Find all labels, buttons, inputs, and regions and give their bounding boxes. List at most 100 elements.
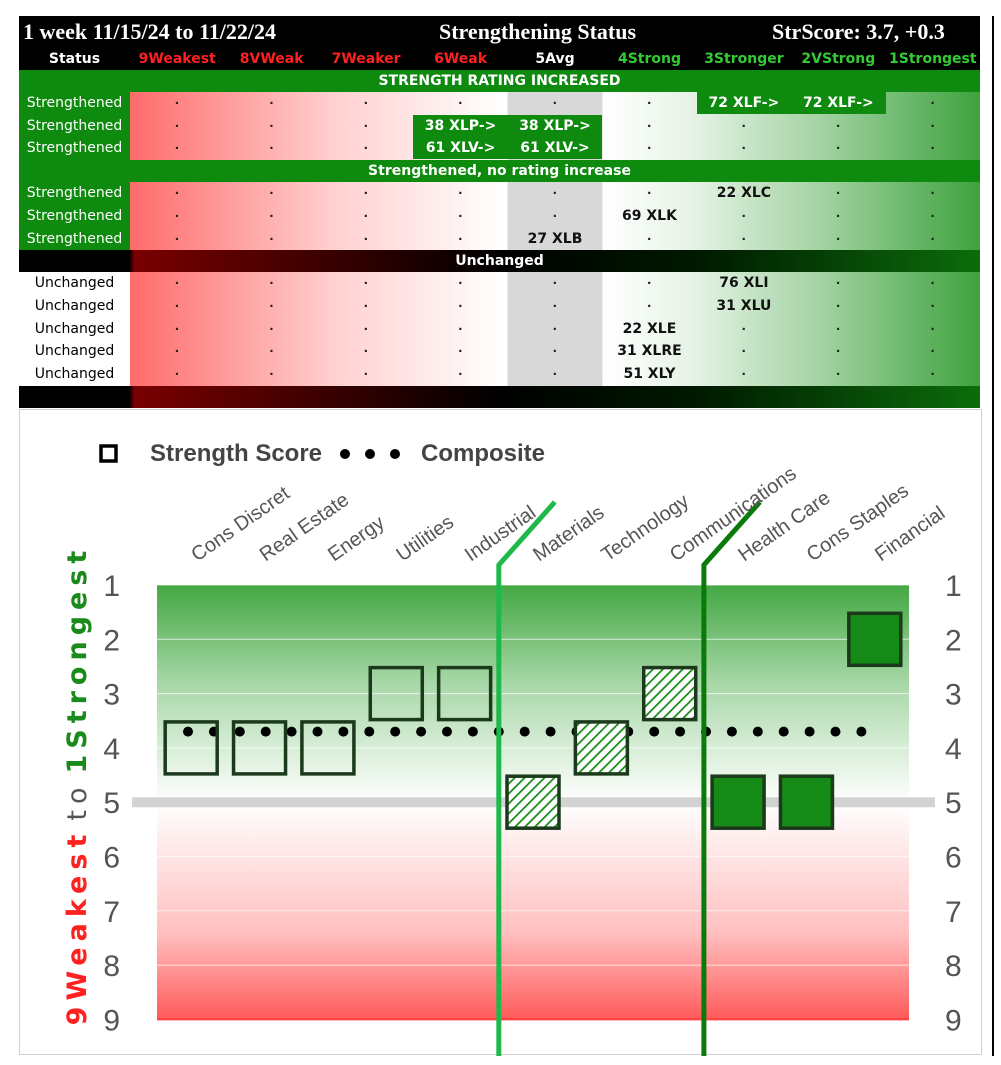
rating-gradient-band <box>130 272 980 386</box>
empty-cell-dot: . <box>458 316 463 334</box>
empty-cell-dot: . <box>363 316 368 334</box>
empty-cell-dot: . <box>836 181 841 199</box>
legend-composite-dot-icon <box>340 449 350 459</box>
y-axis-title-weak: 9Weakest <box>62 829 93 1026</box>
composite-dot <box>390 726 401 737</box>
etf-entry: 69 XLK <box>622 207 677 224</box>
column-header-3stronger: 3Stronger <box>704 51 784 67</box>
empty-cell-dot: . <box>458 362 463 379</box>
empty-cell-dot: . <box>647 136 652 154</box>
y-tick-label-right: 1 <box>945 570 962 603</box>
empty-cell-dot: . <box>930 362 935 379</box>
empty-cell-dot: . <box>363 226 368 244</box>
empty-cell-dot: . <box>930 91 935 108</box>
empty-cell-dot: . <box>363 136 368 154</box>
empty-cell-dot: . <box>836 113 841 131</box>
empty-cell-dot: . <box>930 316 935 334</box>
empty-cell-dot: . <box>458 271 463 289</box>
legend-composite-label: Composite <box>421 440 545 467</box>
y-tick-label-right: 2 <box>945 624 962 657</box>
empty-cell-dot: . <box>741 113 746 131</box>
empty-cell-dot: . <box>269 271 274 289</box>
composite-dot <box>183 726 193 737</box>
etf-entry: 61 XLV-> <box>413 137 508 160</box>
status-column-header: Status <box>48 51 101 67</box>
composite-dot <box>545 726 556 737</box>
composite-dot <box>856 726 867 737</box>
strength-marker-communications <box>641 665 698 722</box>
empty-cell-dot: . <box>647 91 652 108</box>
empty-cell-dot: . <box>836 226 841 244</box>
y-tick-label-left: 9 <box>103 1004 120 1037</box>
composite-dot <box>804 726 815 737</box>
etf-entry: 31 XLRE <box>617 343 682 360</box>
rating-gradient-band <box>130 182 980 251</box>
strength-marker-financial <box>847 611 903 668</box>
y-tick-label-right: 8 <box>945 950 962 983</box>
strength-score-label: StrScore: 3.7, +0.3 <box>772 19 945 44</box>
status-label-column <box>19 182 130 251</box>
section-header: Strengthened, no rating increase <box>19 160 980 183</box>
period-label: 1 week 11/15/24 to 11/22/24 <box>23 19 276 44</box>
empty-cell-dot: . <box>930 136 935 154</box>
empty-cell-dot: . <box>174 181 180 199</box>
column-header-bar <box>19 48 980 70</box>
category-label-materials: Materials <box>529 502 608 567</box>
empty-cell-dot: . <box>836 362 841 379</box>
empty-cell-dot: . <box>363 362 368 379</box>
strength-marker-utilities <box>368 665 425 722</box>
empty-cell-dot: . <box>174 136 180 154</box>
empty-cell-dot: . <box>174 91 180 108</box>
empty-cell-dot: . <box>930 113 935 131</box>
empty-cell-dot: . <box>174 226 180 244</box>
column-header-8vweak: 8VWeak <box>239 51 304 67</box>
row-status-label: Strengthened <box>26 185 123 202</box>
y-tick-label-right: 9 <box>945 1004 962 1037</box>
empty-cell-dot: . <box>836 203 841 221</box>
composite-dot <box>726 726 737 737</box>
composite-dot <box>442 726 452 737</box>
section-header: STRENGTH RATING INCREASED <box>19 70 980 92</box>
empty-cell-dot: . <box>269 91 274 108</box>
composite-dot <box>338 726 349 737</box>
table-title: Strengthening Status <box>439 19 637 44</box>
row-status-label: Strengthened <box>26 230 123 247</box>
empty-cell-dot: . <box>647 181 652 199</box>
composite-dot <box>234 726 245 737</box>
empty-cell-dot: . <box>552 339 557 357</box>
column-header-9weakest: 9Weakest <box>138 51 216 67</box>
etf-entry: 76 XLI <box>719 275 769 292</box>
empty-cell-dot: . <box>930 293 935 311</box>
column-header-5avg: 5Avg <box>535 51 575 67</box>
empty-cell-dot: . <box>930 339 935 357</box>
empty-cell-dot: . <box>741 136 746 154</box>
row-status-label: Unchanged <box>34 320 115 337</box>
y-tick-label-right: 5 <box>945 787 962 820</box>
empty-cell-dot: . <box>930 181 935 199</box>
legend-strength-marker-icon <box>99 444 118 463</box>
empty-cell-dot: . <box>741 226 746 244</box>
y-tick-label-left: 4 <box>103 733 120 766</box>
strength-marker-cons-staples <box>778 774 835 830</box>
empty-cell-dot: . <box>269 226 274 244</box>
empty-cell-dot: . <box>174 113 180 131</box>
empty-cell-dot: . <box>647 226 652 244</box>
empty-cell-dot: . <box>363 339 368 357</box>
strength-marker-technology <box>573 720 630 776</box>
category-dividers <box>496 500 762 1056</box>
table-footer-bar <box>19 385 980 408</box>
empty-cell-dot: . <box>269 316 274 334</box>
empty-cell-dot: . <box>363 271 368 289</box>
composite-dot <box>519 726 530 737</box>
empty-cell-dot: . <box>836 316 841 334</box>
empty-cell-dot: . <box>174 362 180 379</box>
composite-dot <box>752 726 763 737</box>
row-status-label: Strengthened <box>26 207 123 224</box>
empty-cell-dot: . <box>647 293 652 311</box>
column-header-6weak: 6Weak <box>434 51 488 67</box>
empty-cell-dot: . <box>930 226 935 244</box>
row-status-label: Strengthened <box>26 95 123 111</box>
column-header-7weaker: 7Weaker <box>331 51 401 67</box>
composite-dot <box>260 726 271 737</box>
